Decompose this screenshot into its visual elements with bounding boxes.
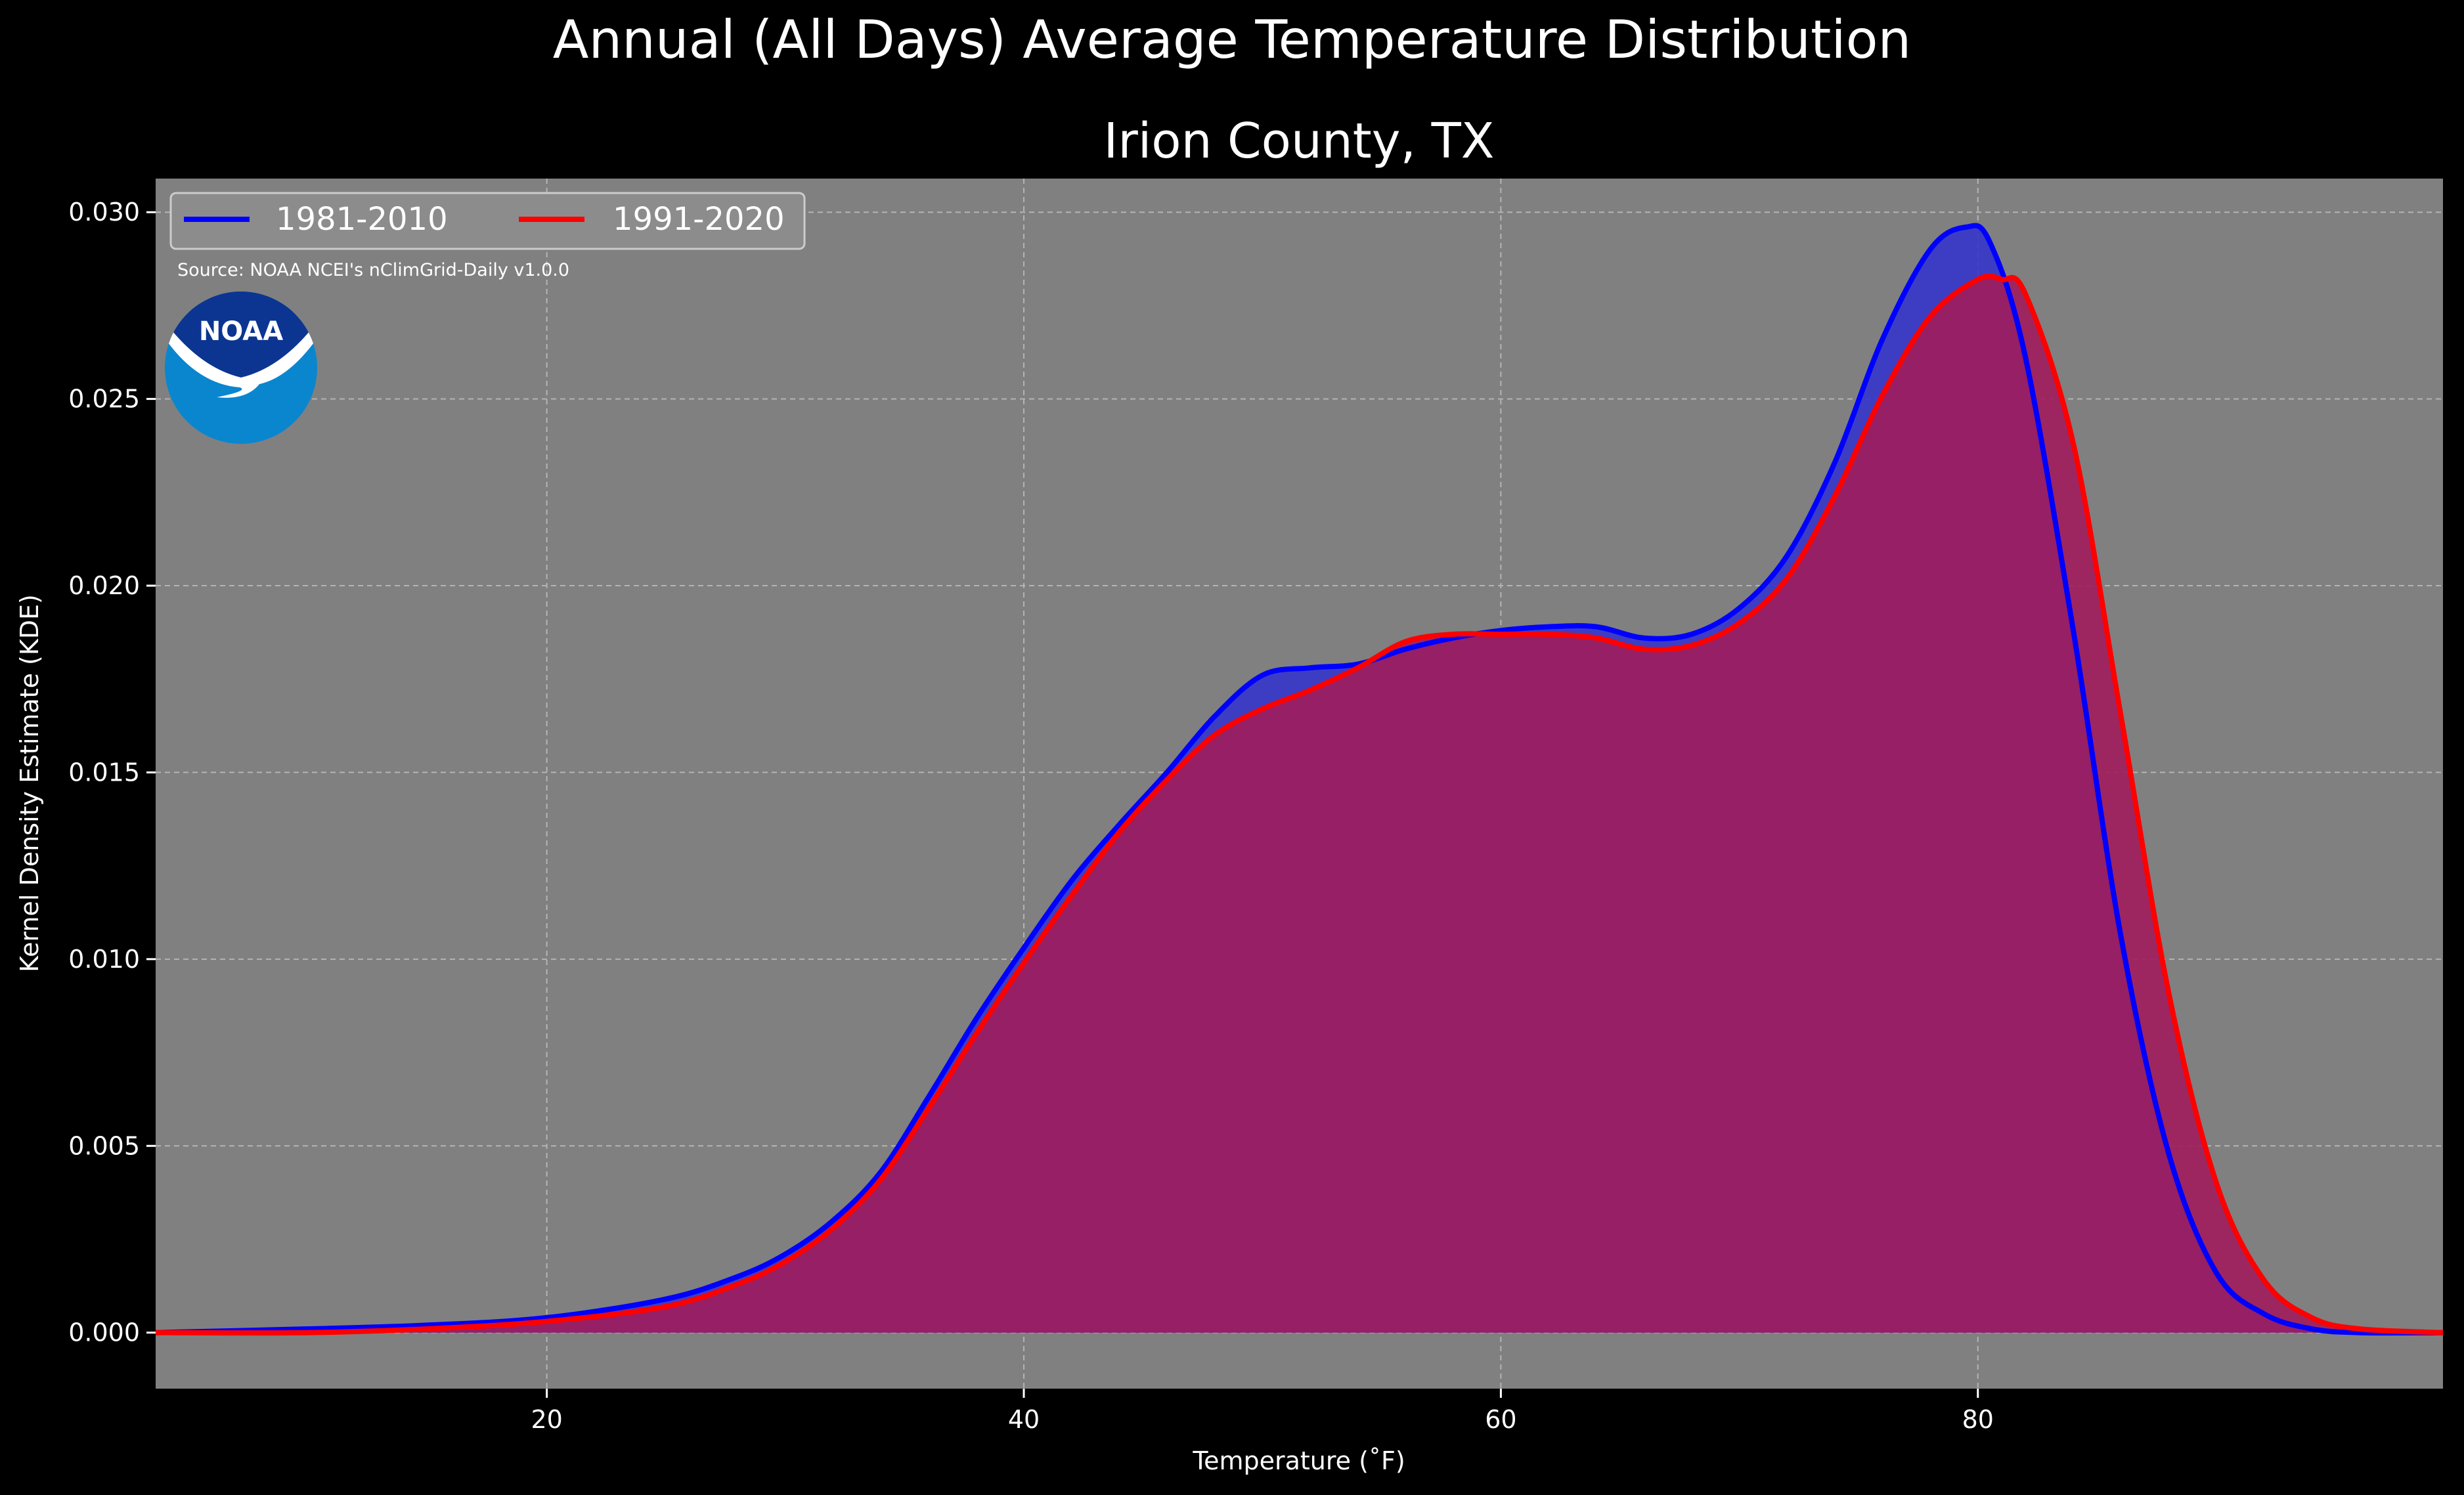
y-tick-label: 0.000 — [68, 1318, 140, 1347]
x-tick-label: 60 — [1485, 1405, 1516, 1434]
x-tick-label: 20 — [531, 1405, 562, 1434]
x-axis-label: Temperature (˚F) — [1192, 1446, 1405, 1475]
y-tick-label: 0.020 — [68, 571, 140, 600]
y-tick-label: 0.015 — [68, 758, 140, 787]
line-1981-2010 — [155, 223, 2444, 1336]
area-1991-2020 — [156, 276, 2443, 1333]
legend-label-1991-2020: 1991-2020 — [613, 201, 785, 238]
legend-box — [169, 192, 806, 250]
density-lines — [155, 223, 2444, 1336]
legend-label-1981-2010: 1981-2010 — [276, 201, 448, 238]
line-1991-2020 — [155, 273, 2444, 1336]
y-tick-label: 0.025 — [68, 385, 140, 414]
x-tick-label: 80 — [1962, 1405, 1994, 1434]
x-tick-label: 40 — [1008, 1405, 1040, 1434]
legend: 1981-2010 1991-2020 — [169, 192, 806, 250]
noaa-logo-text: NOAA — [199, 316, 283, 347]
x-axis-ticks: 20 40 60 80 — [531, 1389, 1994, 1434]
y-tick-label: 0.010 — [68, 945, 140, 974]
noaa-logo-bird — [165, 322, 317, 398]
y-axis-ticks: 0.000 0.005 0.010 0.015 0.020 0.025 0.030 — [68, 198, 156, 1347]
y-axis-label: Kernel Density Estimate (KDE) — [15, 594, 44, 972]
noaa-logo: NOAA — [165, 292, 317, 444]
chart-title: Irion County, TX — [1104, 113, 1495, 169]
source-note: Source: NOAA NCEI's nClimGrid-Daily v1.0… — [177, 260, 569, 280]
y-tick-label: 0.005 — [68, 1131, 140, 1160]
y-tick-label: 0.030 — [68, 198, 140, 227]
noaa-logo-sky — [165, 292, 317, 378]
figure-suptitle: Annual (All Days) Average Temperature Di… — [553, 9, 1911, 70]
density-fills — [156, 225, 2443, 1333]
